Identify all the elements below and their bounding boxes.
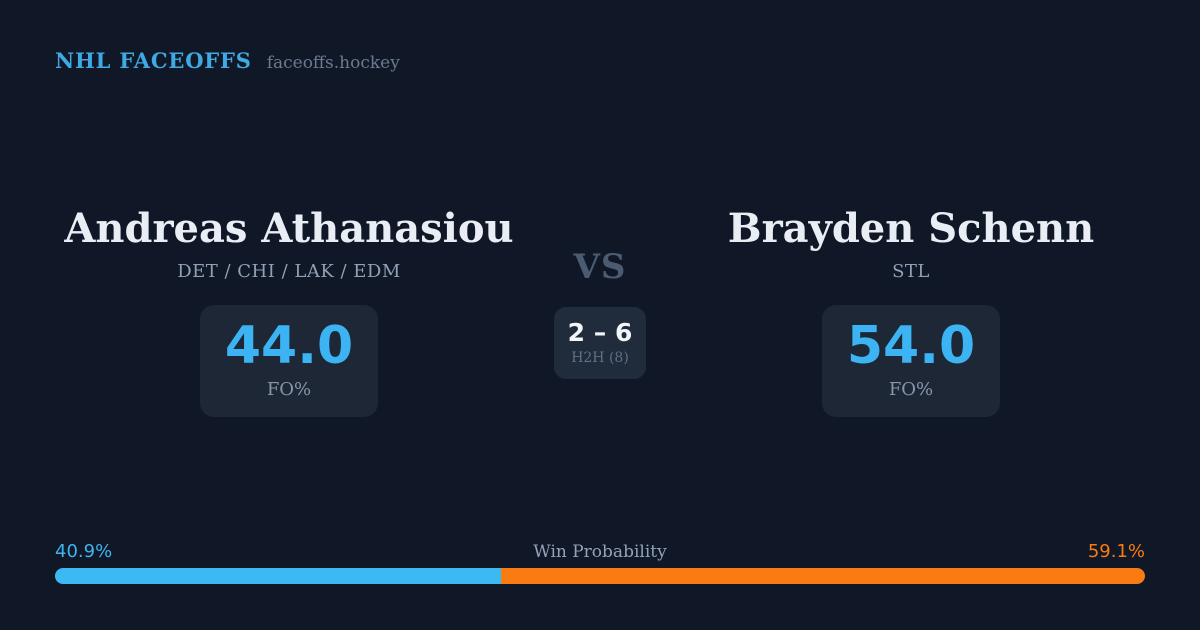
faceoff-pct-value-right: 54.0 [846,315,976,376]
faceoff-pct-label-right: FO% [888,378,934,400]
faceoff-pct-label-left: FO% [266,378,312,400]
win-probability-bar [55,568,1145,584]
player-card-right: Brayden Schenn STL 54.0 FO% [622,207,1200,417]
win-probability-right-pct: 59.1% [1087,541,1145,562]
player-card-left: Andreas Athanasiou DET / CHI / LAK / EDM… [0,207,578,417]
win-probability-bar-right-segment [500,568,1145,584]
site-url: faceoffs.hockey [266,53,400,73]
player-name-right: Brayden Schenn [727,205,1095,252]
head-to-head-box: 2 – 6 H2H (8) [554,306,646,379]
player-teams-right: STL [892,261,930,282]
win-probability-labels: 40.9% Win Probability 59.1% [55,541,1145,563]
versus-column: VS 2 – 6 H2H (8) [500,207,700,379]
head-to-head-score: 2 – 6 [567,317,633,347]
matchup-section: Andreas Athanasiou DET / CHI / LAK / EDM… [0,207,1200,427]
player-name-left: Andreas Athanasiou [64,205,514,252]
win-probability-bar-left-segment [55,568,501,584]
faceoff-pct-value-left: 44.0 [224,315,354,376]
win-probability-left-pct: 40.9% [55,541,113,562]
vs-label: VS [573,247,627,287]
win-probability-title: Win Probability [533,542,667,562]
brand-title: NHL FACEOFFS [55,48,252,73]
faceoff-stat-box-right: 54.0 FO% [822,304,1000,417]
header: NHL FACEOFFS faceoffs.hockey [55,48,400,73]
player-teams-left: DET / CHI / LAK / EDM [177,261,401,282]
head-to-head-label: H2H (8) [571,349,629,366]
faceoff-stat-box-left: 44.0 FO% [200,304,378,417]
